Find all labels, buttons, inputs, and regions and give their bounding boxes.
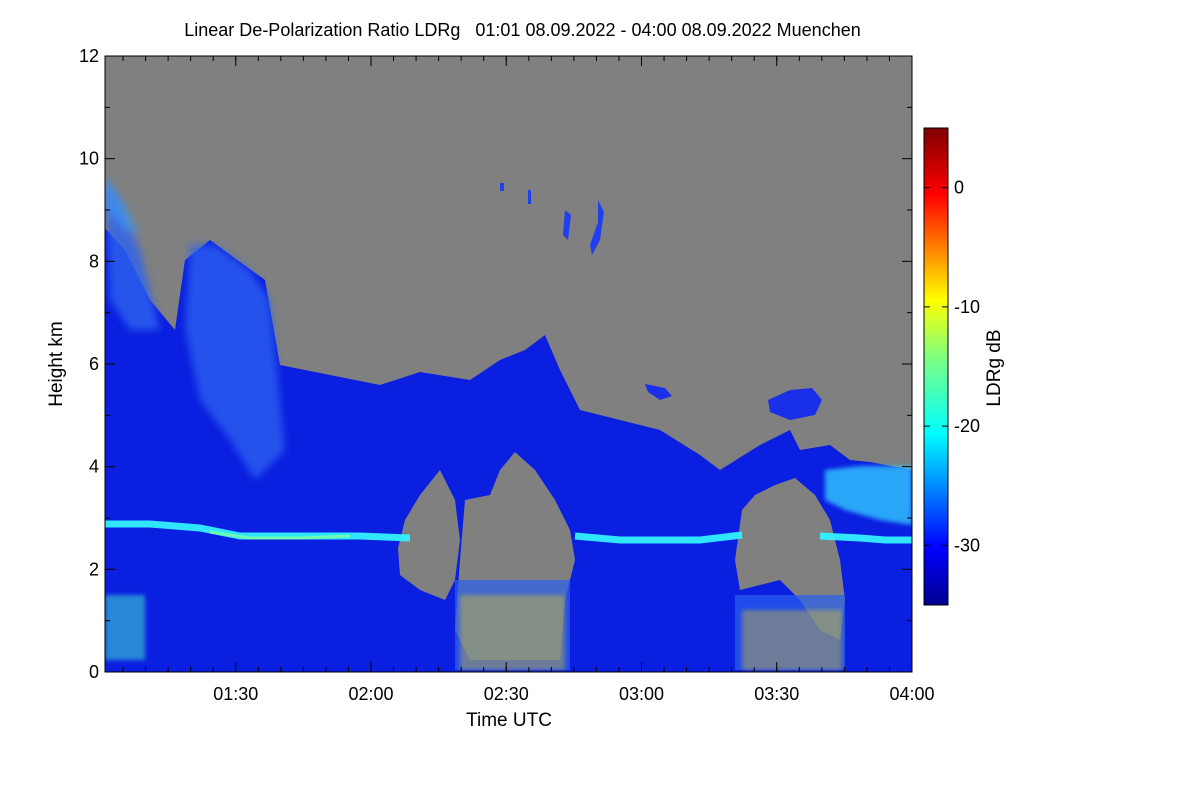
y-tick-label: 2: [89, 559, 99, 579]
colorbar-tick-label: -30: [954, 535, 980, 555]
colorbar-label: LDRg dB: [984, 329, 1005, 406]
x-tick-label: 02:00: [348, 684, 393, 704]
cloud-region: [105, 228, 912, 672]
cloud-patch: [528, 190, 531, 204]
colorbar: [923, 127, 949, 606]
chart-title: Linear De-Polarization Ratio LDRg 01:01 …: [184, 20, 861, 40]
colorbar-tick-label: -10: [954, 297, 980, 317]
surface-aerosol: [460, 595, 565, 670]
x-tick-label: 03:30: [754, 684, 799, 704]
colorbar-ticks: 0 -10 -20 -30: [924, 178, 980, 555]
surface-aerosol: [105, 595, 145, 660]
melting-layer: [209, 530, 351, 540]
y-tick-label: 8: [89, 251, 99, 271]
x-tick-label: 03:00: [619, 684, 664, 704]
cloud-patch: [563, 210, 571, 240]
cloud-patch: [500, 183, 504, 191]
y-tick-label: 6: [89, 354, 99, 374]
colorbar-tick-label: 0: [954, 178, 964, 198]
x-axis-label: Time UTC: [466, 710, 552, 731]
melting-layer: [819, 532, 912, 544]
cloud-plume: [185, 245, 285, 480]
colorbar-tick-label: -20: [954, 416, 980, 436]
cloud-patch: [590, 200, 604, 255]
y-axis: 0 2 4 6 8 10 12: [79, 46, 912, 682]
y-tick-label: 10: [79, 149, 99, 169]
cloud-plume: [825, 466, 912, 525]
cloud-patch: [645, 384, 672, 400]
y-tick-label: 4: [89, 457, 99, 477]
x-axis: 01:30 02:00 02:30 03:00 03:30 04:00: [122, 56, 935, 704]
cloud-patch: [768, 388, 822, 420]
surface-aerosol: [742, 610, 842, 670]
x-tick-label: 04:00: [889, 684, 934, 704]
y-tick-label: 12: [79, 46, 99, 66]
cloud-plume: [105, 175, 140, 235]
melting-layer: [574, 531, 743, 544]
y-axis-label: Height km: [46, 321, 67, 407]
y-tick-label: 0: [89, 662, 99, 682]
x-tick-label: 01:30: [213, 684, 258, 704]
x-tick-label: 02:30: [484, 684, 529, 704]
no-data-gap: [398, 470, 460, 600]
